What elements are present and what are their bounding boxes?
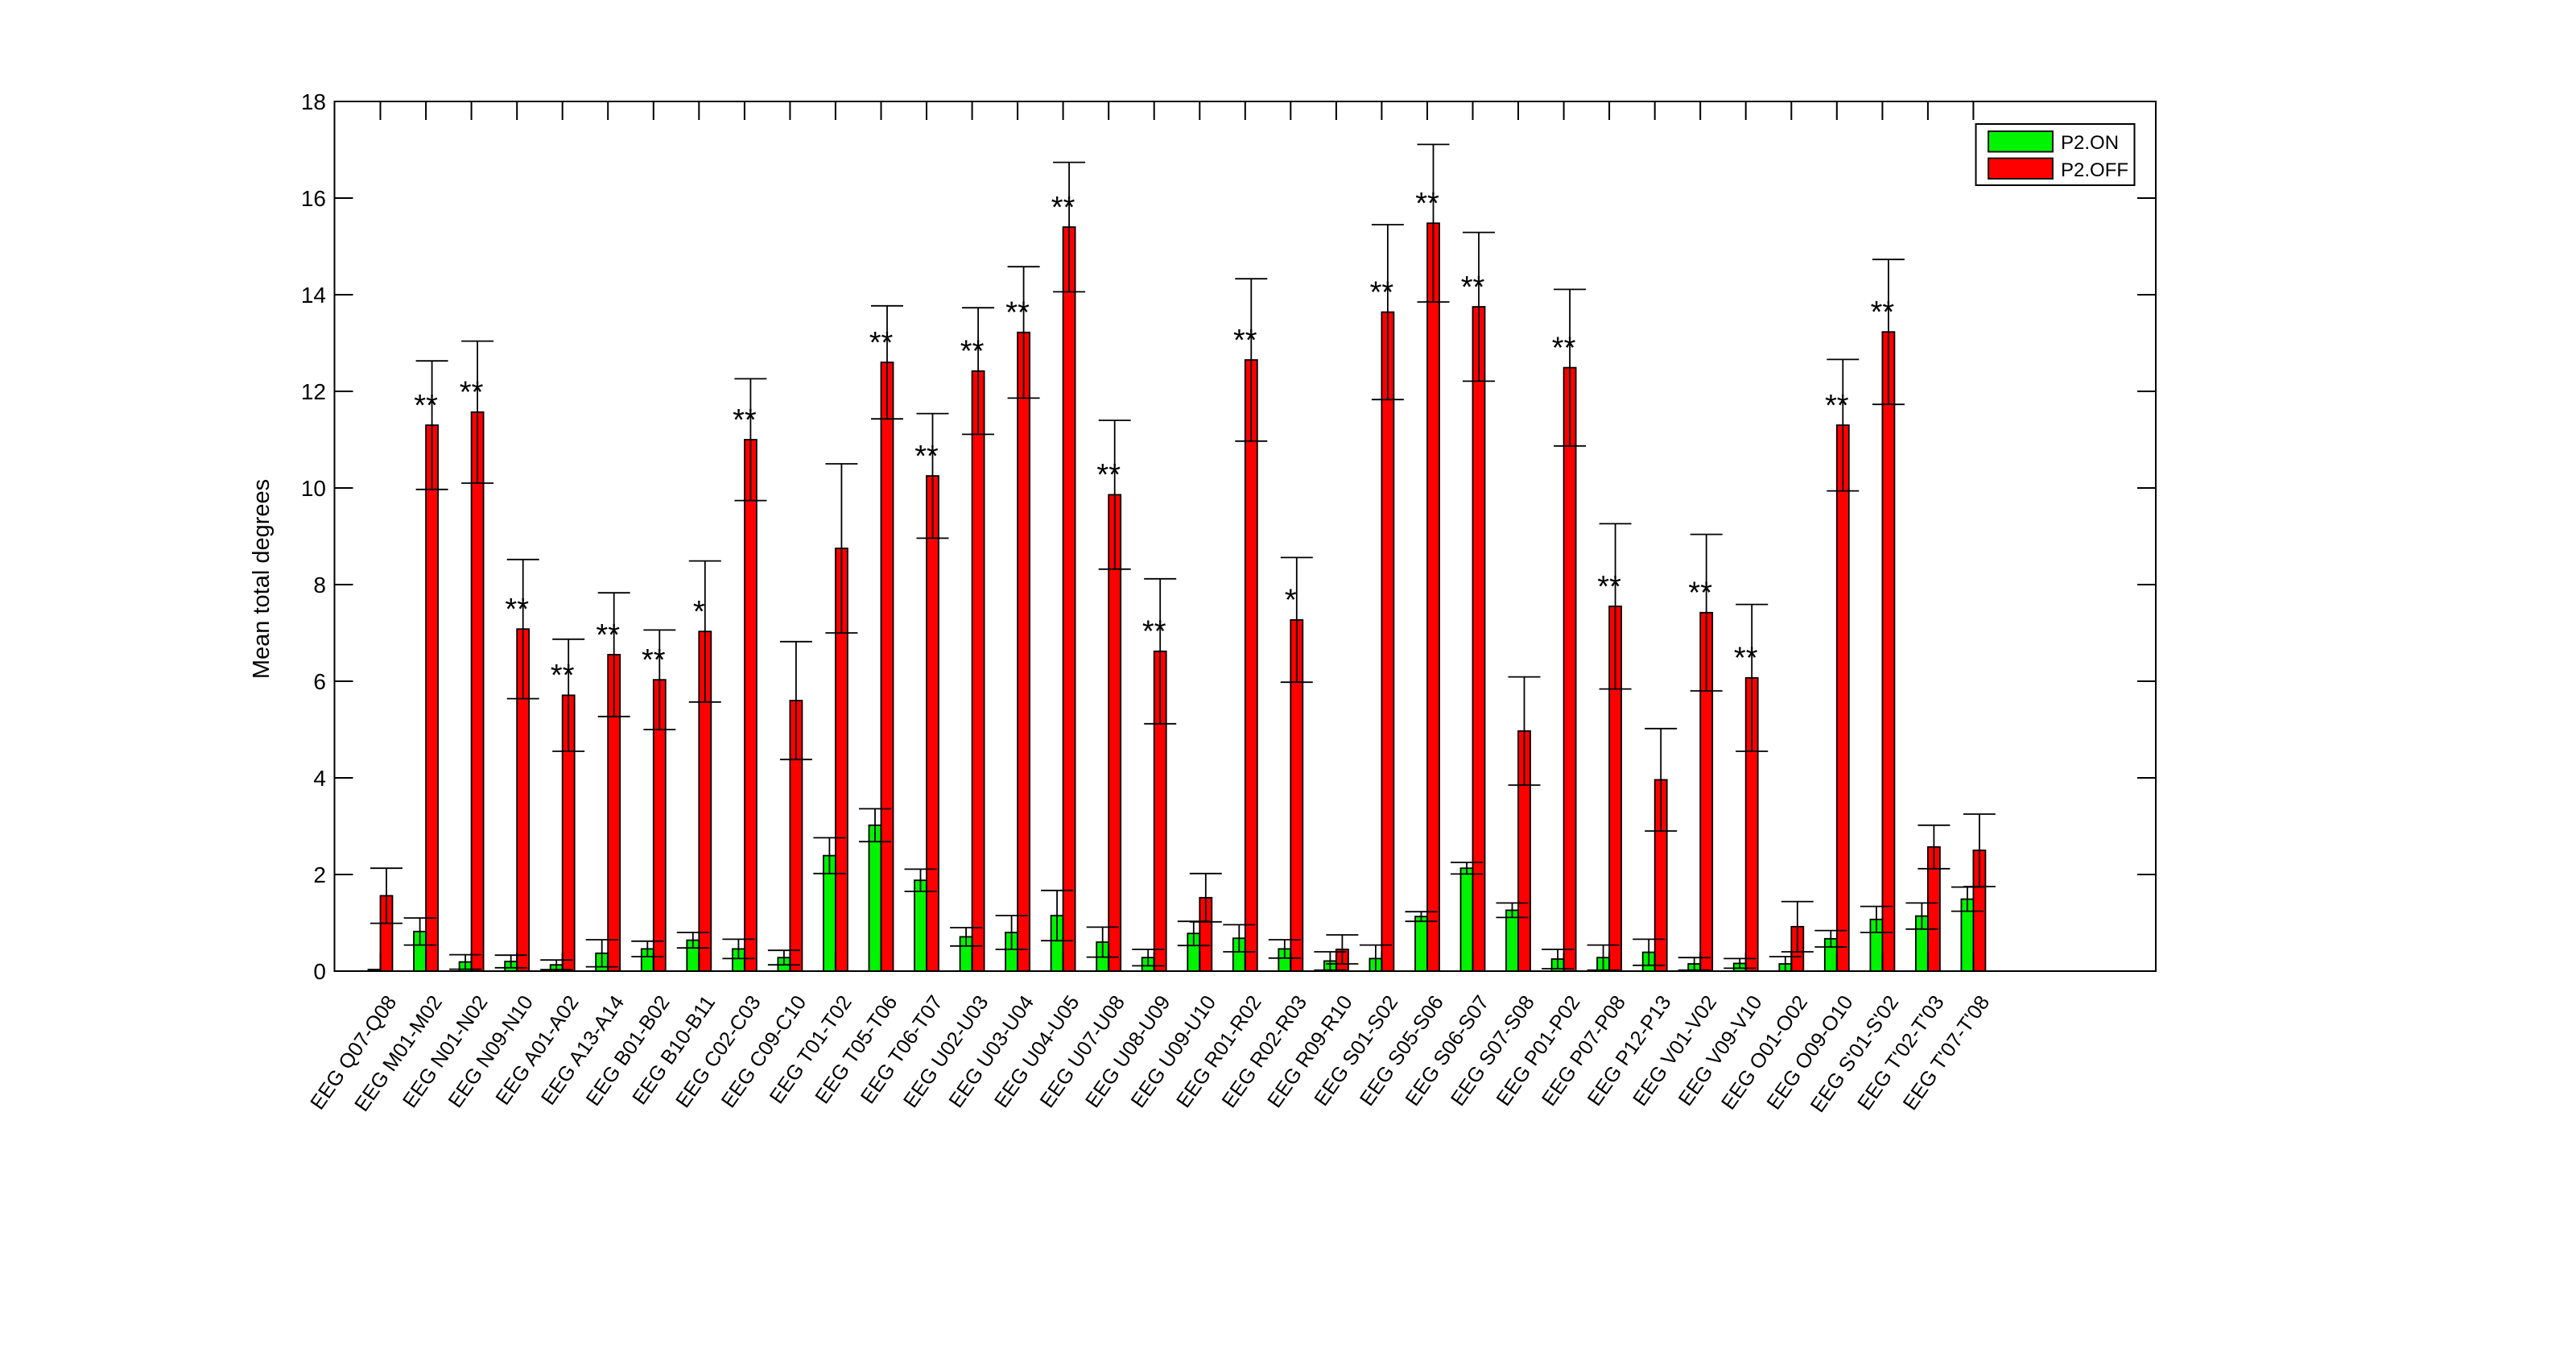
svg-text:**: ** xyxy=(596,618,620,652)
svg-text:12: 12 xyxy=(301,379,326,404)
svg-text:**: ** xyxy=(1142,615,1166,649)
svg-text:Mean total degrees: Mean total degrees xyxy=(249,479,275,679)
svg-text:**: ** xyxy=(1096,458,1121,492)
svg-text:**: ** xyxy=(1734,642,1758,676)
svg-text:*: * xyxy=(693,595,705,629)
svg-text:**: ** xyxy=(914,440,939,473)
svg-text:8: 8 xyxy=(313,573,326,597)
svg-text:**: ** xyxy=(1370,275,1394,309)
svg-text:**: ** xyxy=(1415,187,1439,221)
svg-text:4: 4 xyxy=(313,766,326,791)
svg-text:**: ** xyxy=(1051,191,1075,225)
svg-text:**: ** xyxy=(1552,331,1576,365)
svg-text:6: 6 xyxy=(313,669,326,694)
svg-text:P2.ON: P2.ON xyxy=(2061,132,2119,154)
svg-text:*: * xyxy=(1285,584,1297,618)
svg-text:**: ** xyxy=(1825,389,1849,423)
svg-text:**: ** xyxy=(414,389,438,423)
svg-text:**: ** xyxy=(551,659,575,693)
svg-text:**: ** xyxy=(960,335,985,369)
svg-text:0: 0 xyxy=(313,959,326,984)
svg-text:**: ** xyxy=(1688,577,1712,610)
svg-text:**: ** xyxy=(1233,324,1257,358)
svg-text:**: ** xyxy=(505,593,529,626)
svg-text:**: ** xyxy=(1871,296,1895,329)
svg-text:**: ** xyxy=(1597,570,1621,604)
svg-text:**: ** xyxy=(869,326,894,360)
svg-text:16: 16 xyxy=(301,186,326,211)
svg-text:10: 10 xyxy=(301,476,326,501)
svg-text:**: ** xyxy=(1461,271,1485,304)
svg-text:**: ** xyxy=(1005,296,1030,330)
svg-text:**: ** xyxy=(642,643,666,677)
svg-text:**: ** xyxy=(460,376,484,410)
svg-text:**: ** xyxy=(733,403,757,437)
svg-text:2: 2 xyxy=(313,862,326,887)
svg-text:P2.OFF: P2.OFF xyxy=(2061,159,2128,181)
svg-text:18: 18 xyxy=(301,89,326,114)
svg-text:14: 14 xyxy=(301,283,326,308)
